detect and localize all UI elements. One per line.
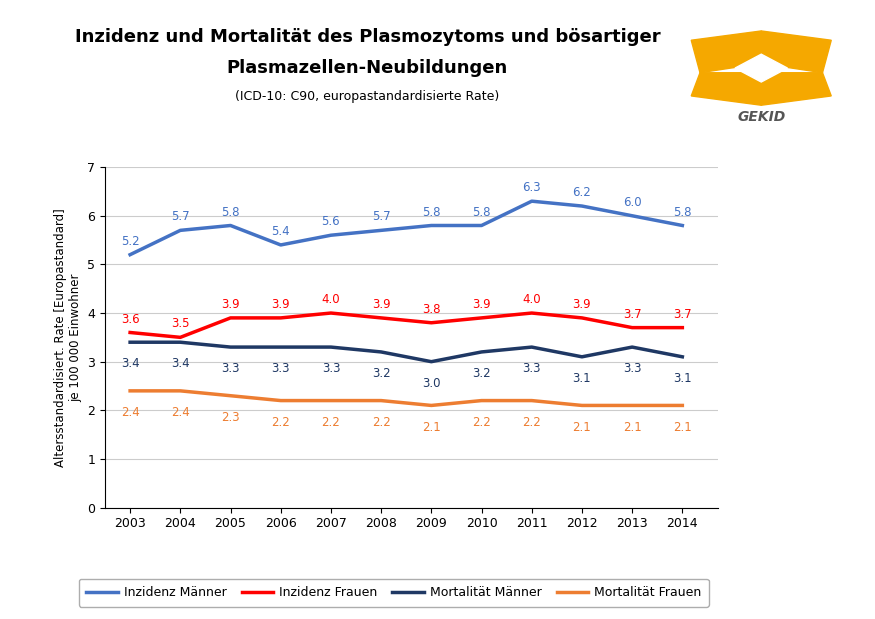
Text: 3.3: 3.3	[623, 362, 641, 375]
Text: 3.2: 3.2	[372, 367, 390, 380]
Text: 2.4: 2.4	[171, 406, 190, 419]
Polygon shape	[761, 72, 831, 105]
Text: 3.5: 3.5	[171, 318, 190, 331]
Text: 3.0: 3.0	[422, 377, 441, 390]
Text: GEKID: GEKID	[737, 110, 786, 124]
Text: 6.3: 6.3	[522, 181, 541, 194]
Text: 3.8: 3.8	[422, 303, 441, 316]
Text: 2.2: 2.2	[321, 416, 340, 429]
Text: 3.7: 3.7	[673, 308, 691, 321]
Text: 2.1: 2.1	[623, 421, 641, 434]
Text: 2.2: 2.2	[271, 416, 290, 429]
Text: 3.9: 3.9	[221, 298, 240, 311]
Text: 2.1: 2.1	[572, 421, 592, 434]
Text: 5.8: 5.8	[673, 206, 691, 219]
Text: 2.1: 2.1	[673, 421, 692, 434]
Polygon shape	[735, 54, 788, 82]
Text: 3.3: 3.3	[322, 362, 340, 375]
Text: 3.6: 3.6	[121, 313, 139, 326]
Polygon shape	[691, 31, 761, 72]
Text: 4.0: 4.0	[522, 293, 541, 306]
Text: 3.9: 3.9	[372, 298, 390, 311]
Text: 3.4: 3.4	[171, 358, 190, 371]
Text: 5.2: 5.2	[121, 235, 139, 248]
Text: Inzidenz und Mortalität des Plasmozytoms und bösartiger: Inzidenz und Mortalität des Plasmozytoms…	[74, 28, 661, 46]
Text: 2.2: 2.2	[473, 416, 491, 429]
Text: 5.8: 5.8	[422, 206, 441, 219]
Text: 3.3: 3.3	[271, 362, 290, 375]
Text: 3.9: 3.9	[473, 298, 491, 311]
Text: 3.1: 3.1	[572, 372, 592, 385]
Text: 3.1: 3.1	[673, 372, 691, 385]
Text: 5.6: 5.6	[322, 215, 340, 228]
Polygon shape	[691, 72, 761, 105]
Text: 5.8: 5.8	[473, 206, 491, 219]
Text: 4.0: 4.0	[322, 293, 340, 306]
Text: 2.1: 2.1	[422, 421, 441, 434]
Text: 5.4: 5.4	[271, 225, 290, 238]
Text: 5.8: 5.8	[221, 206, 240, 219]
Text: 2.2: 2.2	[522, 416, 541, 429]
Text: 3.9: 3.9	[271, 298, 290, 311]
Text: 5.7: 5.7	[171, 210, 190, 223]
Text: 3.2: 3.2	[473, 367, 491, 380]
Text: 6.2: 6.2	[572, 186, 592, 199]
Text: 6.0: 6.0	[623, 196, 641, 209]
Text: 5.7: 5.7	[372, 210, 390, 223]
Text: 2.2: 2.2	[372, 416, 390, 429]
Y-axis label: Altersstandardisiert. Rate [Europastandard]
je 100 000 Einwohner: Altersstandardisiert. Rate [Europastanda…	[53, 208, 81, 467]
Text: Plasmazellen-Neubildungen: Plasmazellen-Neubildungen	[227, 59, 508, 77]
Polygon shape	[761, 31, 831, 72]
Text: 2.4: 2.4	[121, 406, 139, 419]
Text: 3.3: 3.3	[221, 362, 240, 375]
Text: 3.3: 3.3	[522, 362, 541, 375]
Text: 2.3: 2.3	[221, 411, 240, 424]
Legend: Inzidenz Männer, Inzidenz Frauen, Mortalität Männer, Mortalität Frauen: Inzidenz Männer, Inzidenz Frauen, Mortal…	[79, 579, 709, 607]
Text: (ICD-10: C90, europastandardisierte Rate): (ICD-10: C90, europastandardisierte Rate…	[235, 90, 500, 103]
Text: 3.9: 3.9	[572, 298, 592, 311]
Text: 3.7: 3.7	[623, 308, 641, 321]
Text: 3.4: 3.4	[121, 358, 139, 371]
